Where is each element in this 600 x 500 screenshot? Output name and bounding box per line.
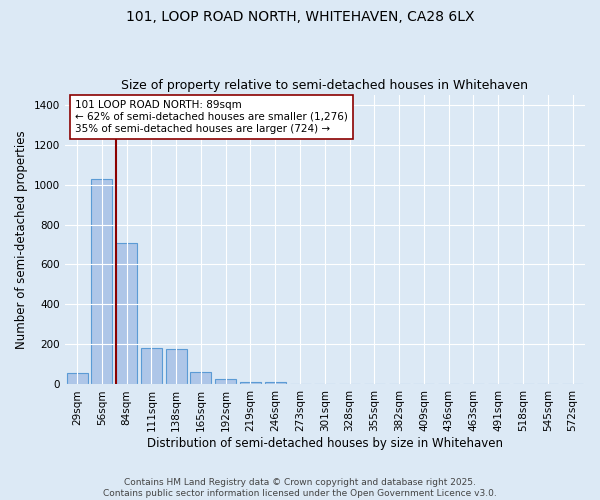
Bar (141, 348, 162, 385)
Text: 101 LOOP ROAD NORTH: 89sqm
← 62% of semi-detached houses are smaller (1,276)
35%: 101 LOOP ROAD NORTH: 89sqm ← 62% of semi… (75, 100, 348, 134)
Bar (265, 382, 286, 384)
Text: Contains HM Land Registry data © Crown copyright and database right 2025.
Contai: Contains HM Land Registry data © Crown c… (103, 478, 497, 498)
Bar (91, 178, 112, 384)
Bar (215, 380, 236, 384)
Bar (240, 382, 261, 384)
Y-axis label: Number of semi-detached properties: Number of semi-detached properties (15, 130, 28, 349)
Bar (190, 372, 211, 384)
Bar (166, 349, 187, 384)
Bar (67, 374, 88, 384)
Bar (116, 242, 137, 384)
Title: Size of property relative to semi-detached houses in Whitehaven: Size of property relative to semi-detach… (121, 79, 529, 92)
X-axis label: Distribution of semi-detached houses by size in Whitehaven: Distribution of semi-detached houses by … (147, 437, 503, 450)
Text: 101, LOOP ROAD NORTH, WHITEHAVEN, CA28 6LX: 101, LOOP ROAD NORTH, WHITEHAVEN, CA28 6… (126, 10, 474, 24)
